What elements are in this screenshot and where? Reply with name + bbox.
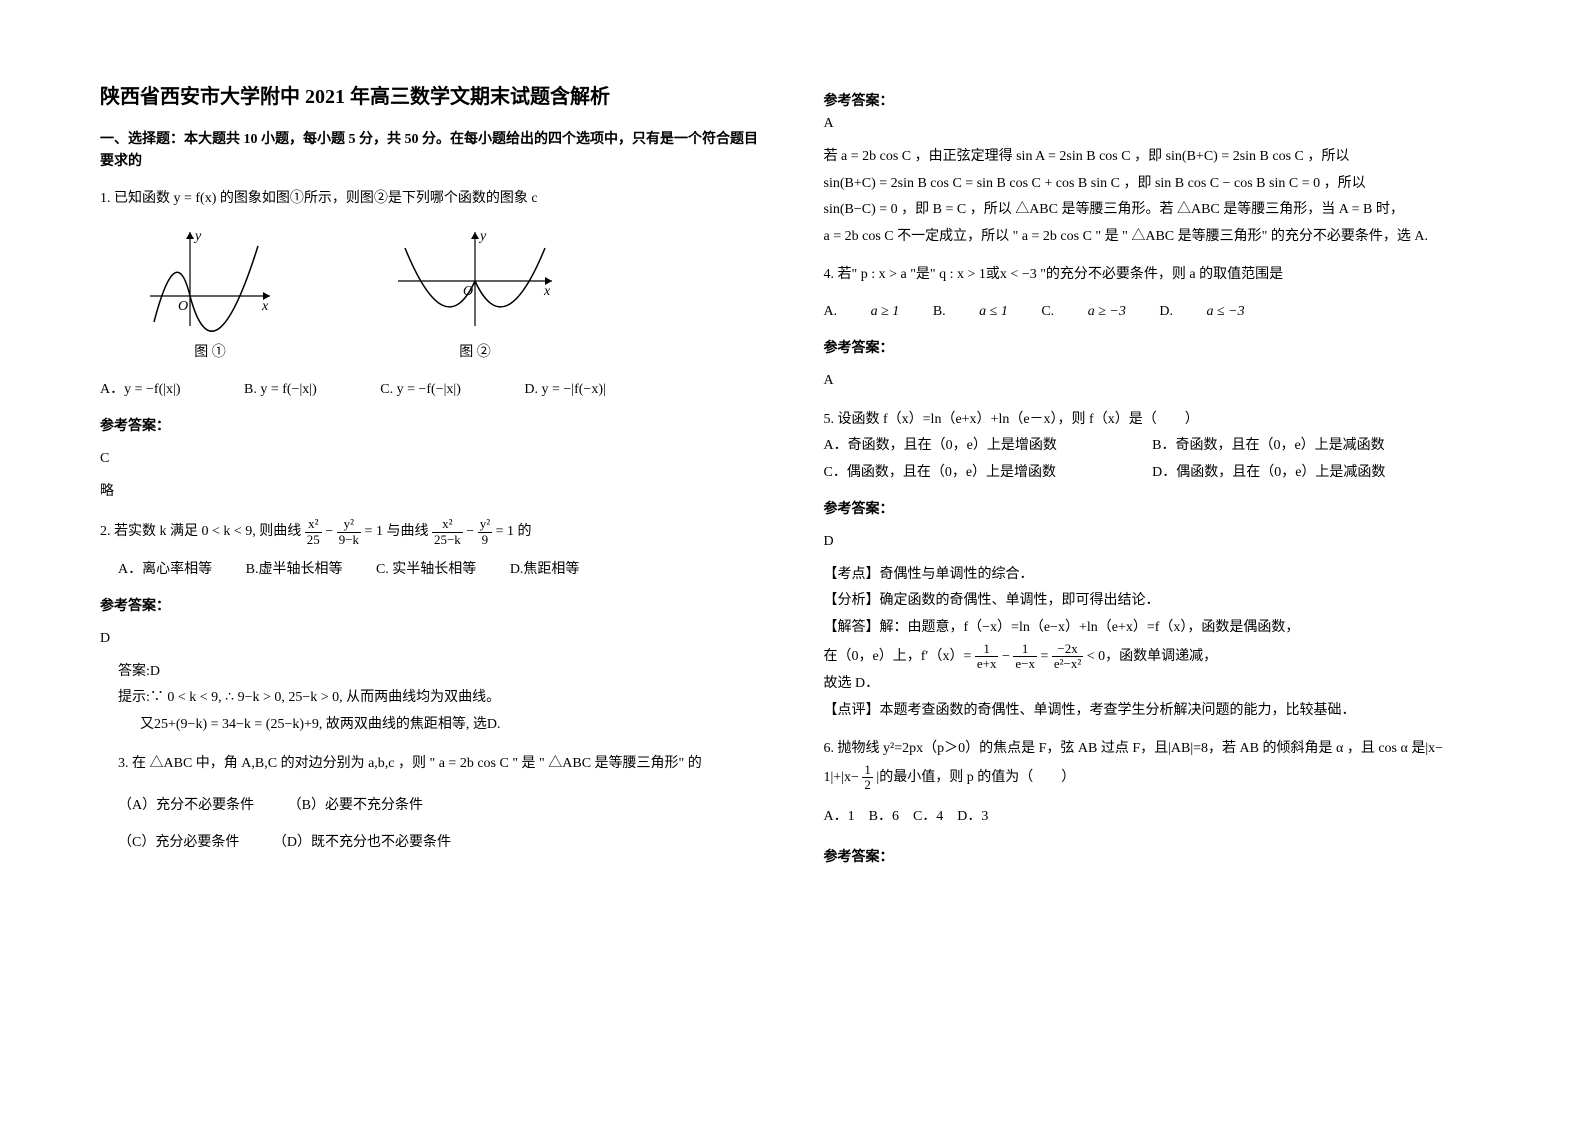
q3-optD: （D）既不充分也不必要条件 [273,835,451,850]
q3-ans-label: 参考答案： [824,90,1488,110]
question-5: 5. 设函数 f（x）=ln（e+x）+ln（e－x），则 f（x）是（ ） A… [824,407,1488,725]
q1-optB: B. y = f(−|x|) [244,382,347,397]
q1-optD: D. y = −|f(−x)| [524,382,635,397]
q1-fig1: y x O 图 ① [140,226,280,367]
q5-opts-row1: A．奇函数，且在（0，e）上是增函数 B．奇函数，且在（0，e）上是减函数 [824,433,1488,460]
q2-optD: D.焦距相等 [510,562,580,577]
q3-explanation: 若 a = 2b cos C ，由正弦定理得 sin A = 2sin B co… [824,144,1488,250]
q3-expl4: a = 2b cos C 不一定成立，所以 " a = 2b cos C " 是… [824,224,1488,251]
q6-opts: A．1 B．6 C．4 D．3 [824,804,1488,831]
graph1-svg: y x O [140,226,280,336]
q5-tag2: 【分析】确定函数的奇偶性、单调性，即可得出结论． [824,588,1488,615]
q5-tag3: 【点评】本题考查函数的奇偶性、单调性，考查学生分析解决问题的能力，比较基础． [824,698,1488,725]
q2-frac2b: y²9 [478,517,492,547]
q5-optC: C．偶函数，且在（0，e）上是增函数 [824,460,1149,487]
q1-ans-label: 参考答案： [100,414,764,441]
q5-stem: 5. 设函数 f（x）=ln（e+x）+ln（e－x），则 f（x）是（ ） [824,407,1488,434]
svg-text:y: y [478,229,487,244]
q4-optD: D. a ≤ −3 [1159,304,1244,319]
q3-ans: A [824,116,1488,132]
q6-stem1: 6. 抛物线 y²=2px（p＞0）的焦点是 F，弦 AB 过点 F，且|AB|… [824,736,1488,763]
question-1: 1. 已知函数 y = f(x) 的图象如图①所示，则图②是下列哪个函数的图象 … [100,186,764,506]
q5-tag1: 【考点】奇偶性与单调性的综合． [824,562,1488,589]
question-2: 2. 若实数 k 满足 0 < k < 9, 则曲线 x²25 − y²9−k … [100,517,764,738]
q3-expl2: sin(B+C) = 2sin B cos C = sin B cos C + … [824,171,1488,198]
q6-ans-label: 参考答案： [824,845,1488,872]
q1-note: 略 [100,479,764,506]
q3-expl1: 若 a = 2b cos C ，由正弦定理得 sin A = 2sin B co… [824,144,1488,171]
q3-optA: （A）充分不必要条件 [118,798,254,813]
q3-options-row1: （A）充分不必要条件 （B）必要不充分条件 [118,793,764,820]
q5-expl2: 在（0，e）上，f′（x）= 1e+x − 1e−x = −2xe²−x² < … [824,642,1488,672]
q2-expl-head: 答案:D [118,659,764,686]
q2-frac1a: x²25 [305,517,322,547]
q2-frac1b: y²9−k [337,517,361,547]
question-6: 6. 抛物线 y²=2px（p＞0）的焦点是 F，弦 AB 过点 F，且|AB|… [824,736,1488,871]
q2-stem: 2. 若实数 k 满足 0 < k < 9, 则曲线 x²25 − y²9−k … [100,517,764,547]
q2-ans: D [100,626,764,653]
svg-text:x: x [543,284,551,299]
q2-options: A．离心率相等 B.虚半轴长相等 C. 实半轴长相等 D.焦距相等 [118,557,764,584]
left-column: 陕西省西安市大学附中 2021 年高三数学文期末试题含解析 一、选择题：本大题共… [100,80,764,1082]
q5-frac2: 1e−x [1013,642,1037,672]
fig2-label: 图 ② [390,340,560,367]
svg-text:x: x [261,299,269,314]
q5-optA: A．奇函数，且在（0，e）上是增函数 [824,433,1149,460]
doc-title: 陕西省西安市大学附中 2021 年高三数学文期末试题含解析 [100,80,764,109]
q5-optB: B．奇函数，且在（0，e）上是减函数 [1152,438,1385,453]
q2-ans-label: 参考答案： [100,594,764,621]
question-3: 3. 在 △ABC 中，角 A,B,C 的对边分别为 a,b,c ，则 " a … [100,751,764,857]
fig1-label: 图 ① [140,340,280,367]
question-4: 4. 若" p : x > a "是" q : x > 1或x < −3 "的充… [824,262,1488,394]
q2-expl2: 又25+(9−k) = 34−k = (25−k)+9, 故两双曲线的焦距相等,… [140,712,764,739]
q5-ans: D [824,529,1488,556]
q1-optC: C. y = −f(−|x|) [380,382,491,397]
q3-expl3: sin(B−C) = 0 ，即 B = C ，所以 △ABC 是等腰三角形。若 … [824,197,1488,224]
q2-optC: C. 实半轴长相等 [376,562,476,577]
q5-ans-label: 参考答案： [824,497,1488,524]
q4-ans: A [824,368,1488,395]
q5-expl3: 故选 D． [824,671,1488,698]
q6-frac: 12 [862,763,873,793]
q1-fig2: y x O 图 ② [390,226,560,367]
q5-optD: D．偶函数，且在（0，e）上是减函数 [1152,465,1385,480]
q3-optB: （B）必要不充分条件 [288,798,423,813]
q1-optA: A．y = −f(|x|) [100,382,211,397]
q5-expl1: 【解答】解：由题意，f（−x）=ln（e−x）+ln（e+x）=f（x），函数是… [824,615,1488,642]
q4-ans-label: 参考答案： [824,336,1488,363]
q2-expl1: 提示:∵ 0 < k < 9, ∴ 9−k > 0, 25−k > 0, 从而两… [118,685,764,712]
q5-frac1: 1e+x [975,642,999,672]
q6-stem2: 1|+|x− 12 |的最小值，则 p 的值为（ ） [824,763,1488,793]
q3-optC: （C）充分必要条件 [118,835,239,850]
q2-frac2a: x²25−k [432,517,463,547]
q3-options-row2: （C）充分必要条件 （D）既不充分也不必要条件 [118,830,764,857]
q4-optC: C. a ≥ −3 [1041,304,1125,319]
q2-optB: B.虚半轴长相等 [246,562,343,577]
q1-ans: C [100,446,764,473]
svg-text:O: O [178,299,188,314]
section1-heading: 一、选择题：本大题共 10 小题，每小题 5 分，共 50 分。在每小题给出的四… [100,129,764,174]
q1-options: A．y = −f(|x|) B. y = f(−|x|) C. y = −f(−… [100,377,764,404]
right-column: 参考答案： A 若 a = 2b cos C ，由正弦定理得 sin A = 2… [824,80,1488,1082]
q3-stem: 3. 在 △ABC 中，角 A,B,C 的对边分别为 a,b,c ，则 " a … [118,751,764,778]
graph2-svg: y x O [390,226,560,336]
q1-stem: 1. 已知函数 y = f(x) 的图象如图①所示，则图②是下列哪个函数的图象 … [100,186,764,213]
q4-optB: B. a ≤ 1 [933,304,1008,319]
q4-options: A. a ≥ 1 B. a ≤ 1 C. a ≥ −3 D. a ≤ −3 [824,299,1488,326]
q5-frac3: −2xe²−x² [1052,642,1083,672]
q4-stem: 4. 若" p : x > a "是" q : x > 1或x < −3 "的充… [824,262,1488,289]
q2-optA: A．离心率相等 [118,562,212,577]
q5-opts-row2: C．偶函数，且在（0，e）上是增函数 D．偶函数，且在（0，e）上是减函数 [824,460,1488,487]
q1-figures: y x O 图 ① y x O 图 ② [140,226,764,367]
svg-text:y: y [193,229,202,244]
q4-optA: A. a ≥ 1 [824,304,900,319]
